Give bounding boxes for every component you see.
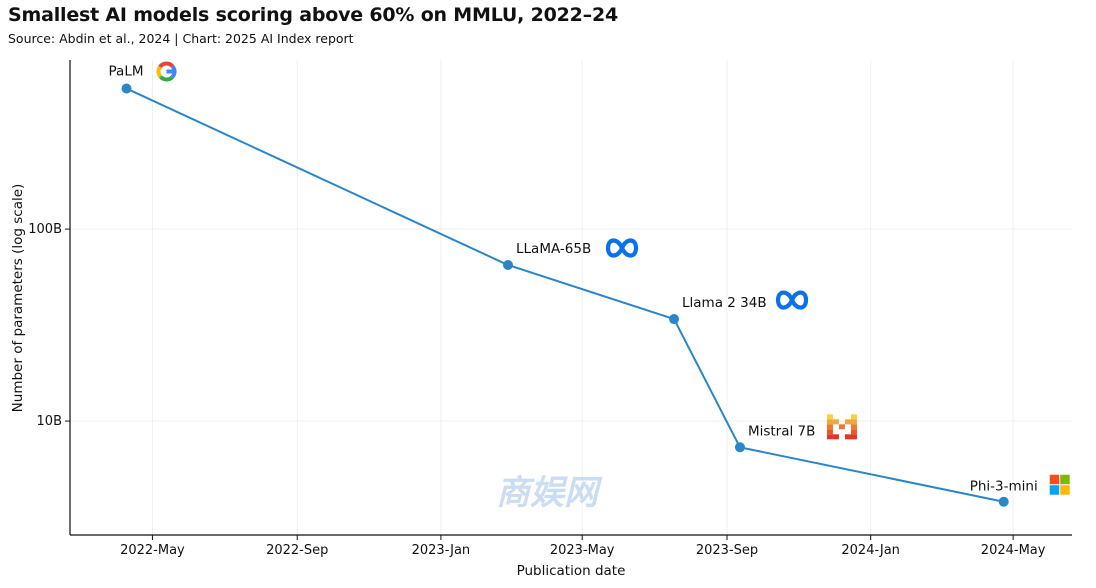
x-tick-label: 2023-Sep	[696, 543, 758, 558]
y-axis-label: Number of parameters (log scale)	[10, 184, 26, 413]
data-label: LLaMA-65B	[516, 241, 591, 257]
chart-subtitle: Source: Abdin et al., 2024 | Chart: 2025…	[8, 31, 354, 46]
data-point	[669, 314, 680, 325]
watermark: 商娱网	[496, 473, 603, 513]
data-label: Phi-3-mini	[970, 479, 1038, 495]
data-label: Llama 2 34B	[682, 295, 767, 311]
meta-logo-icon	[775, 290, 809, 310]
data-point	[121, 83, 132, 94]
x-tick-label: 2022-May	[120, 543, 185, 558]
x-tick-label: 2023-May	[550, 543, 615, 558]
google-logo-icon	[156, 61, 177, 82]
chart-title: Smallest AI models scoring above 60% on …	[8, 4, 619, 26]
x-tick-label: 2023-Jan	[412, 543, 471, 558]
x-tick-label: 2024-May	[981, 543, 1046, 558]
data-point	[734, 442, 745, 453]
microsoft-logo-icon	[1049, 474, 1070, 495]
meta-logo-icon	[605, 238, 639, 258]
series-line	[126, 87, 1004, 503]
x-tick-label: 2022-Sep	[266, 543, 328, 558]
x-axis-label: Publication date	[517, 563, 626, 579]
x-tick-label: 2024-Jan	[841, 543, 900, 558]
data-point	[503, 260, 514, 271]
y-tick-label: 10B	[37, 414, 62, 429]
data-label: Mistral 7B	[748, 423, 815, 439]
y-tick-label: 100B	[28, 222, 62, 237]
data-point	[998, 496, 1009, 507]
mistral-logo-icon	[826, 414, 857, 440]
data-label: PaLM	[109, 63, 144, 79]
